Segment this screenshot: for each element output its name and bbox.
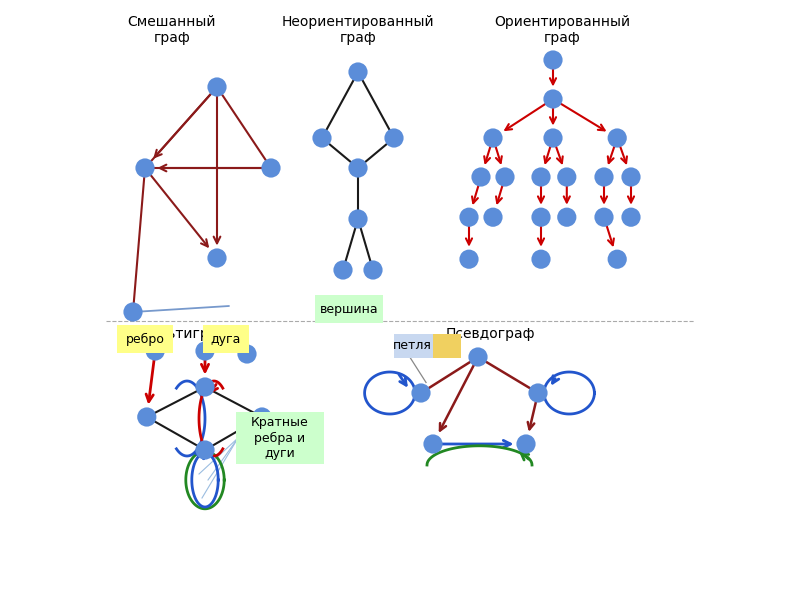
FancyBboxPatch shape <box>433 334 461 358</box>
FancyBboxPatch shape <box>235 412 325 464</box>
Circle shape <box>557 208 576 227</box>
Circle shape <box>207 248 226 268</box>
Circle shape <box>207 77 226 97</box>
Circle shape <box>469 347 488 367</box>
Text: Смешанный
граф: Смешанный граф <box>128 15 216 45</box>
Circle shape <box>483 208 502 227</box>
Circle shape <box>349 158 368 178</box>
Circle shape <box>138 407 157 427</box>
Circle shape <box>195 341 214 361</box>
FancyBboxPatch shape <box>394 334 437 358</box>
Text: Неориентированный
граф: Неориентированный граф <box>282 15 434 45</box>
Circle shape <box>238 344 257 364</box>
Circle shape <box>349 209 368 229</box>
Circle shape <box>594 208 614 227</box>
Text: Ориентированный
граф: Ориентированный граф <box>494 15 630 45</box>
Text: Кратные
ребра и
дуги: Кратные ребра и дуги <box>251 416 309 460</box>
Circle shape <box>622 208 641 227</box>
Text: дуга: дуга <box>211 332 241 346</box>
Circle shape <box>195 440 214 460</box>
Circle shape <box>363 260 382 280</box>
FancyBboxPatch shape <box>202 325 250 353</box>
Circle shape <box>253 407 272 427</box>
Circle shape <box>262 158 281 178</box>
Circle shape <box>459 250 478 269</box>
FancyBboxPatch shape <box>117 325 173 353</box>
Circle shape <box>517 434 536 454</box>
Text: вершина: вершина <box>320 302 378 316</box>
Circle shape <box>531 208 550 227</box>
Text: петля: петля <box>393 340 431 352</box>
Circle shape <box>483 128 502 148</box>
Circle shape <box>622 167 641 187</box>
Circle shape <box>608 250 627 269</box>
Text: Псевдограф: Псевдограф <box>446 327 534 341</box>
Circle shape <box>195 377 214 397</box>
Circle shape <box>459 208 478 227</box>
Circle shape <box>384 128 404 148</box>
Circle shape <box>334 260 353 280</box>
Circle shape <box>543 89 562 109</box>
Circle shape <box>146 341 165 361</box>
Circle shape <box>495 167 514 187</box>
Circle shape <box>608 128 627 148</box>
Circle shape <box>123 302 142 322</box>
Circle shape <box>531 250 550 269</box>
Circle shape <box>557 167 576 187</box>
Text: ребро: ребро <box>126 332 165 346</box>
Circle shape <box>543 50 562 70</box>
Circle shape <box>543 128 562 148</box>
Circle shape <box>528 383 547 403</box>
Circle shape <box>531 167 550 187</box>
Circle shape <box>471 167 490 187</box>
Circle shape <box>594 167 614 187</box>
Text: Мультиграф: Мультиграф <box>138 327 230 341</box>
Circle shape <box>349 62 368 82</box>
Circle shape <box>423 434 442 454</box>
Circle shape <box>411 383 430 403</box>
Circle shape <box>312 128 332 148</box>
FancyBboxPatch shape <box>315 295 383 323</box>
Circle shape <box>135 158 154 178</box>
